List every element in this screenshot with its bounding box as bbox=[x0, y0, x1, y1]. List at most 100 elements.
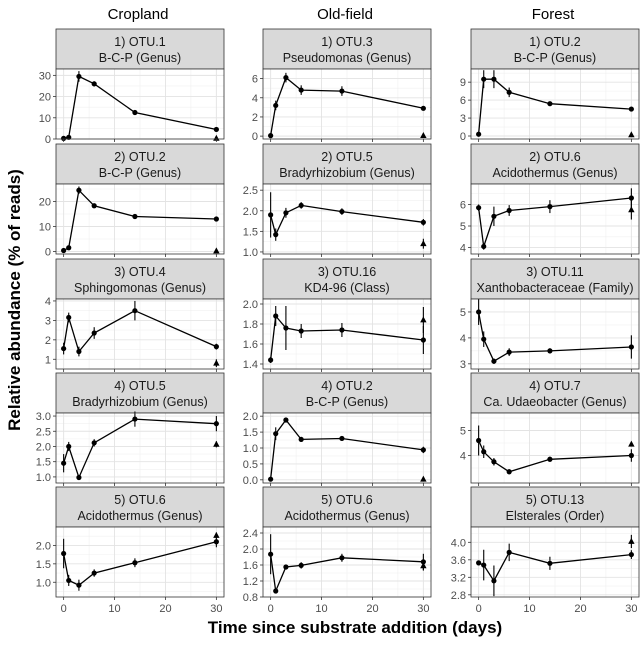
panel-strip bbox=[55, 372, 225, 414]
data-point bbox=[268, 212, 274, 218]
data-point bbox=[61, 135, 67, 141]
x-tick-label: 0 bbox=[476, 603, 482, 615]
data-point bbox=[213, 344, 219, 350]
data-point bbox=[481, 243, 487, 250]
panel-title-line2: KD4-96 (Class) bbox=[304, 281, 389, 295]
data-point bbox=[66, 443, 72, 450]
data-point bbox=[91, 81, 97, 87]
data-point bbox=[273, 431, 279, 437]
data-point bbox=[61, 345, 67, 352]
data-point bbox=[476, 437, 482, 444]
y-tick-label: 0 bbox=[45, 247, 51, 259]
panel-title-line1: 3) OTU.16 bbox=[318, 265, 376, 279]
panel-border bbox=[55, 183, 225, 255]
panel-strip bbox=[262, 143, 432, 185]
y-tick-label: 1.0 bbox=[36, 577, 51, 589]
y-tick-label: 1.8 bbox=[243, 319, 258, 331]
series-line bbox=[477, 311, 632, 363]
data-point bbox=[61, 460, 67, 466]
panel-title-line2: Sphingomonas (Genus) bbox=[74, 281, 206, 295]
triangle-marker bbox=[420, 240, 427, 247]
panel-11: 4) OTU.2 B-C-P (Genus) 0.0 0.5 1.0 1.5 2.0 bbox=[243, 372, 432, 487]
panel-15: 5) OTU.13 Elsterales (Order) 2.8 3.2 3.6 4.0 0… bbox=[451, 486, 640, 615]
panel-title-line1: 4) OTU.7 bbox=[529, 379, 580, 393]
data-point bbox=[628, 195, 634, 201]
y-tick-label: 20 bbox=[39, 92, 51, 104]
panel-border bbox=[470, 183, 640, 255]
panel-title-line1: 5) OTU.6 bbox=[114, 493, 165, 507]
triangle-marker bbox=[420, 562, 427, 569]
y-tick-label: 6 bbox=[460, 199, 466, 211]
panel-border bbox=[470, 526, 640, 598]
series-line bbox=[269, 554, 424, 594]
y-tick-label: 2.5 bbox=[243, 185, 258, 197]
data-point bbox=[628, 344, 634, 350]
data-point bbox=[547, 101, 553, 107]
data-point bbox=[298, 87, 304, 93]
column-header-cropland: Cropland bbox=[108, 6, 169, 23]
panel-strip bbox=[470, 258, 640, 300]
panel-6: 2) OTU.6 Acidothermus (Genus) 4 5 6 bbox=[460, 143, 640, 257]
data-point bbox=[91, 203, 97, 209]
panel-strip bbox=[470, 143, 640, 185]
series-line bbox=[269, 314, 424, 361]
panel-2: 1) OTU.3 Pseudomonas (Genus) 0 2 4 6 bbox=[252, 28, 432, 143]
panel-title-line2: Pseudomonas (Genus) bbox=[283, 51, 412, 65]
triangle-marker bbox=[213, 440, 220, 447]
data-point bbox=[476, 309, 482, 315]
y-tick-label: 1.0 bbox=[36, 472, 51, 484]
panel-border bbox=[262, 526, 432, 598]
panel-title-line2: B-C-P (Genus) bbox=[514, 51, 596, 65]
data-point bbox=[628, 551, 634, 558]
data-point bbox=[66, 314, 72, 321]
data-point bbox=[132, 560, 138, 566]
data-point bbox=[91, 570, 97, 576]
data-point bbox=[132, 213, 138, 220]
data-point bbox=[298, 436, 304, 443]
panel-title-line2: B-C-P (Genus) bbox=[306, 395, 388, 409]
y-tick-label: 10 bbox=[39, 222, 51, 234]
y-tick-label: 4 bbox=[460, 451, 466, 463]
y-tick-label: 3.2 bbox=[451, 572, 466, 584]
data-point bbox=[298, 328, 304, 334]
panel-strip bbox=[262, 486, 432, 528]
y-tick-label: 4 bbox=[460, 243, 466, 255]
series-line bbox=[62, 418, 217, 480]
y-tick-label: 3.6 bbox=[451, 555, 466, 567]
y-tick-label: 0.8 bbox=[243, 592, 258, 604]
data-point bbox=[76, 187, 82, 193]
panel-title-line1: 2) OTU.5 bbox=[321, 150, 372, 164]
panel-title-line1: 3) OTU.4 bbox=[114, 265, 165, 279]
triangle-marker bbox=[213, 531, 220, 538]
panel-14: 5) OTU.6 Acidothermus (Genus) 0.8 1.2 1.6 2.0… bbox=[243, 486, 432, 615]
data-point bbox=[76, 348, 82, 355]
panel-strip bbox=[470, 372, 640, 414]
series-line bbox=[269, 418, 424, 480]
data-point bbox=[76, 582, 82, 588]
data-point bbox=[547, 204, 553, 210]
series-line bbox=[269, 204, 424, 237]
data-point bbox=[91, 440, 97, 446]
triangle-marker bbox=[628, 537, 635, 544]
y-tick-label: 0.5 bbox=[243, 459, 258, 471]
panel-border bbox=[262, 298, 432, 370]
series-line bbox=[269, 76, 424, 136]
panel-title-line1: 5) OTU.13 bbox=[526, 493, 584, 507]
y-tick-label: 10 bbox=[39, 113, 51, 125]
x-tick-label: 10 bbox=[108, 603, 120, 615]
y-tick-label: 6 bbox=[252, 74, 258, 86]
data-point bbox=[547, 456, 553, 462]
x-tick-label: 10 bbox=[315, 603, 327, 615]
x-tick-label: 10 bbox=[523, 603, 535, 615]
y-tick-label: 2.0 bbox=[243, 544, 258, 556]
data-point bbox=[420, 337, 426, 343]
y-tick-label: 1 bbox=[45, 354, 51, 366]
data-point bbox=[66, 577, 72, 584]
x-tick-label: 20 bbox=[159, 603, 171, 615]
y-tick-label: 4 bbox=[45, 296, 51, 308]
x-tick-label: 0 bbox=[268, 603, 274, 615]
panel-border bbox=[470, 412, 640, 484]
panel-title-line2: Bradyrhizobium (Genus) bbox=[72, 395, 207, 409]
triangle-marker bbox=[628, 206, 635, 213]
y-tick-label: 4 bbox=[252, 93, 258, 105]
